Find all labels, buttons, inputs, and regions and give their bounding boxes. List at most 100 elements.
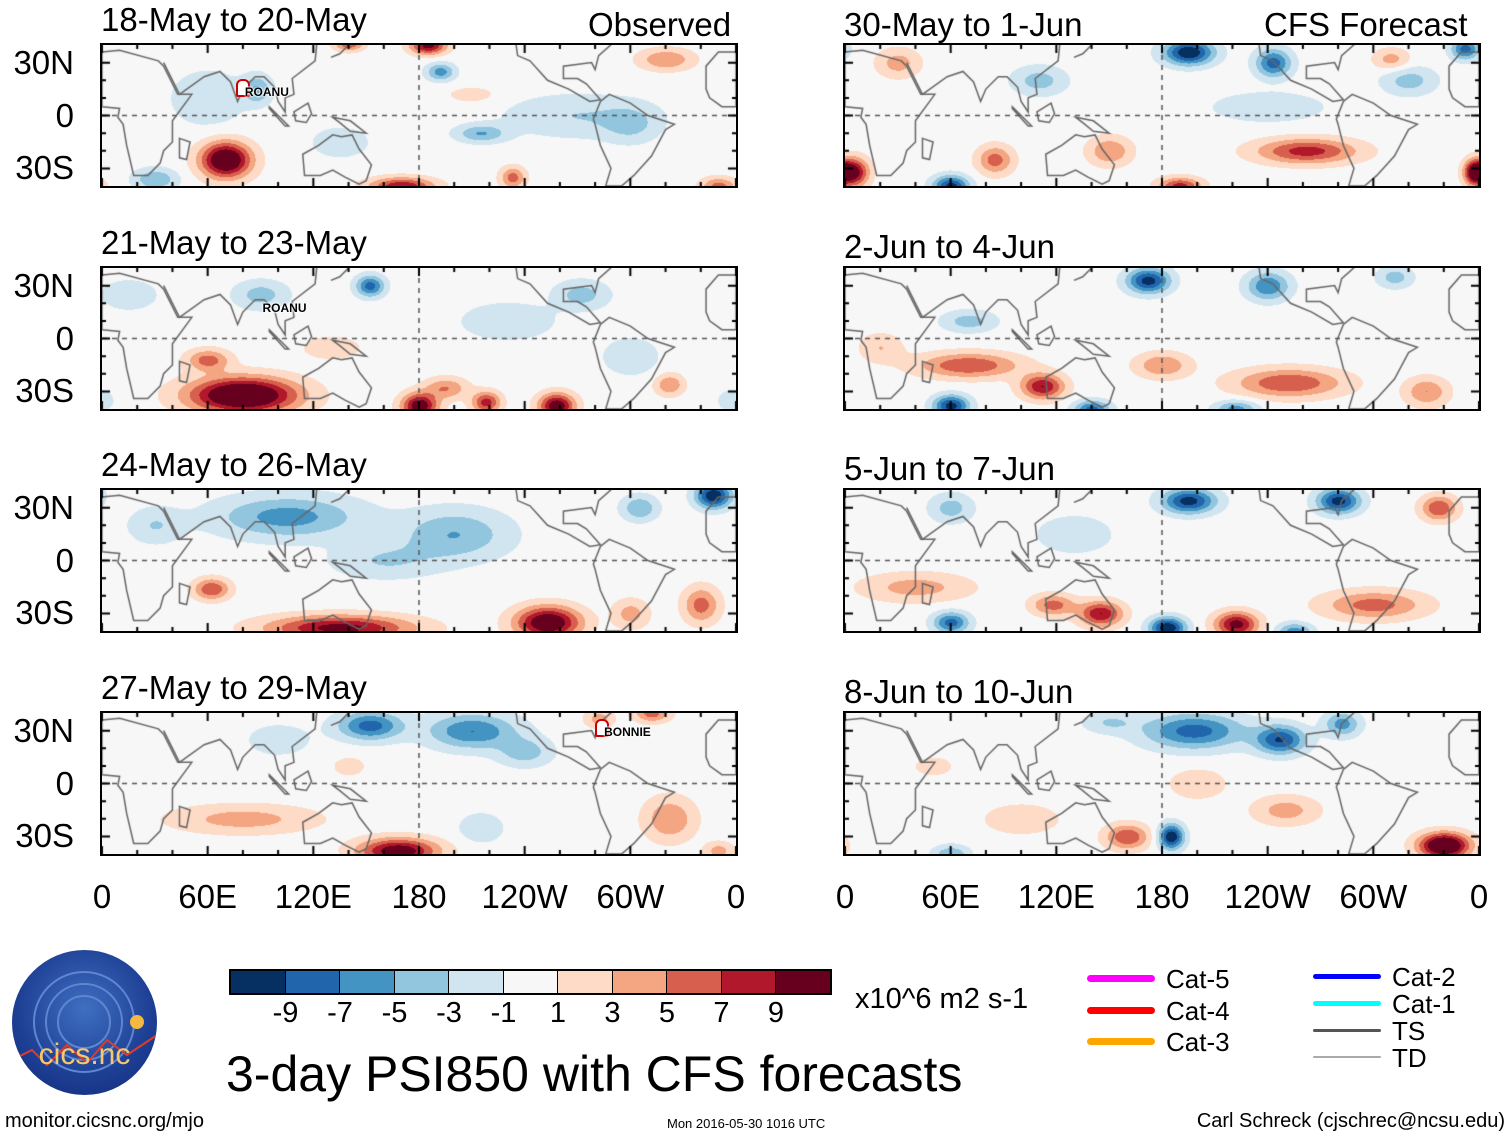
panel-title: 2-Jun to 4-Jun [844, 228, 1055, 265]
legend-label: Cat-3 [1166, 1027, 1230, 1057]
psi-anomaly-field [102, 713, 736, 854]
lat-tick-label: 30S [15, 594, 74, 632]
map-panel [100, 711, 738, 856]
legend-line-swatch [1313, 1000, 1381, 1006]
observed-header: Observed [588, 6, 732, 43]
lon-tick-label: 120E [1017, 878, 1095, 915]
colorbar-swatch [612, 971, 667, 993]
legend-line-swatch [1313, 1028, 1381, 1032]
panel-title: 24-May to 26-May [101, 446, 367, 483]
storm-track-marker [235, 78, 250, 97]
lon-tick-label: 60E [178, 878, 238, 915]
colorbar-swatch [721, 971, 776, 993]
colorbar-swatch [231, 971, 286, 993]
cfs-forecast-header: CFS Forecast [1264, 6, 1468, 43]
psi-anomaly-field [845, 713, 1479, 854]
lat-tick-label: 30S [15, 817, 74, 855]
lat-tick-label: 30N [13, 711, 74, 749]
lon-tick-label: 60W [596, 878, 665, 915]
legend-line-swatch [1313, 973, 1381, 979]
lat-tick-label: 0 [55, 319, 74, 357]
lon-tick-label: 0 [1469, 878, 1489, 915]
map-panel [100, 266, 738, 411]
colorbar-tick-label: -7 [327, 997, 353, 1029]
storm-label: ROANU [244, 84, 289, 99]
colorbar-tick-label: -1 [490, 997, 517, 1029]
logo-text: cics.nc [38, 1038, 131, 1071]
lat-tick-label: 30S [15, 149, 74, 187]
psi-anomaly-field [102, 45, 736, 186]
colorbar-tick-label: -3 [436, 997, 462, 1029]
legend-label: TD [1392, 1043, 1427, 1073]
colorbar-tick-label: 3 [604, 997, 621, 1029]
colorbar-swatch [503, 971, 558, 993]
psi-anomaly-field [845, 490, 1479, 631]
psi-anomaly-field [845, 45, 1479, 186]
colorbar-swatch [285, 971, 340, 993]
lon-tick-label: 120E [274, 878, 352, 915]
colorbar-swatch [340, 971, 395, 993]
colorbar [229, 969, 832, 995]
panel-title: 21-May to 23-May [101, 224, 367, 261]
panel-title: 30-May to 1-Jun [844, 6, 1083, 43]
map-panel [100, 488, 738, 633]
psi-anomaly-field [102, 268, 736, 409]
storm-label: BONNIE [604, 724, 651, 739]
lon-tick-label: 120W [481, 878, 568, 915]
map-panel [843, 266, 1481, 411]
lat-tick-label: 30N [13, 488, 74, 526]
lon-tick-label: 0 [835, 878, 855, 915]
lon-tick-label: 120W [1224, 878, 1311, 915]
legend-line-swatch [1087, 1006, 1155, 1014]
map-panel [100, 43, 738, 188]
lon-tick-label: 180 [391, 878, 447, 915]
psi-anomaly-field [102, 490, 736, 631]
colorbar-swatch [776, 971, 830, 993]
panel-title: 18-May to 20-May [101, 1, 367, 38]
lat-tick-label: 30S [15, 372, 74, 410]
colorbar-tick-label: 7 [713, 997, 730, 1029]
colorbar-tick-label: -5 [381, 997, 408, 1029]
storm-label: ROANU [262, 300, 307, 315]
legend-label: Cat-2 [1392, 962, 1456, 992]
colorbar-units: x10^6 m2 s-1 [855, 983, 1029, 1015]
footer-url: monitor.cicsnc.org/mjo [5, 1110, 204, 1132]
lat-tick-label: 0 [55, 541, 74, 579]
map-panel [843, 711, 1481, 856]
colorbar-swatch [558, 971, 613, 993]
lon-tick-label: 180 [1134, 878, 1190, 915]
storm-track-marker [595, 718, 610, 737]
lat-tick-label: 30N [13, 43, 74, 81]
legend-line-swatch [1087, 974, 1155, 982]
legend-label: Cat-4 [1166, 996, 1230, 1026]
panel-title: 5-Jun to 7-Jun [844, 450, 1055, 487]
legend-line-swatch [1313, 1056, 1381, 1058]
colorbar-swatch [667, 971, 722, 993]
legend-label: Cat-1 [1392, 989, 1456, 1019]
colorbar-tick-label: 9 [767, 997, 785, 1029]
map-panel [843, 488, 1481, 633]
lat-tick-label: 0 [55, 764, 74, 802]
psi-anomaly-field [845, 268, 1479, 409]
figure-title: 3-day PSI850 with CFS forecasts [226, 1046, 963, 1102]
logo-mountains-icon [12, 1034, 157, 1067]
colorbar-tick-label: 1 [549, 997, 567, 1029]
legend-line-swatch [1087, 1037, 1155, 1045]
colorbar-swatch [449, 971, 504, 993]
lon-tick-label: 60E [921, 878, 981, 915]
footer-author: Carl Schreck (cjschrec@ncsu.edu) [1196, 1110, 1505, 1132]
colorbar-tick-label: -9 [272, 997, 299, 1029]
lon-tick-label: 60W [1339, 878, 1408, 915]
panel-title: 8-Jun to 10-Jun [844, 673, 1074, 710]
lat-tick-label: 0 [55, 96, 74, 134]
lon-tick-label: 0 [92, 878, 112, 915]
colorbar-tick-label: 5 [658, 997, 676, 1029]
lon-tick-label: 0 [726, 878, 746, 915]
colorbar-swatch [394, 971, 449, 993]
footer-timestamp: Mon 2016-05-30 1016 UTC [667, 1116, 826, 1131]
panel-title: 27-May to 29-May [101, 669, 367, 706]
map-panel [843, 43, 1481, 188]
cics-logo: cics.nc [12, 950, 157, 1095]
legend-label: Cat-5 [1166, 964, 1230, 994]
